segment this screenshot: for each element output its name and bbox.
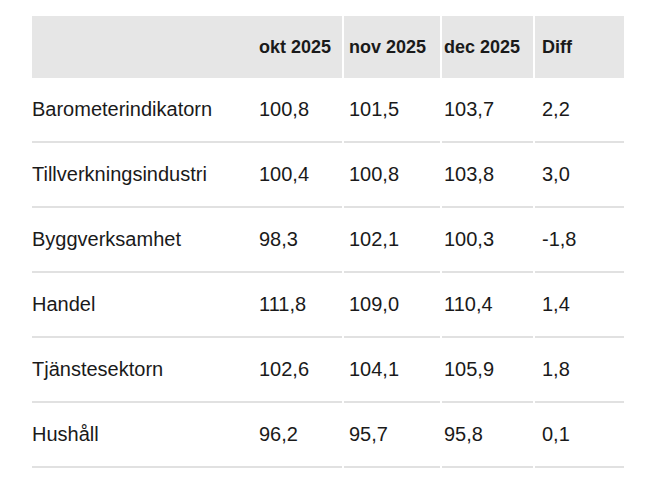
- cell-value: 1,8: [542, 358, 624, 381]
- cell-value: 111,8: [259, 293, 349, 316]
- table-row: Hushåll 96,2 95,7 95,8 0,1: [32, 403, 624, 468]
- cell-value: 2,2: [542, 98, 624, 121]
- cell-value: 110,4: [444, 293, 542, 316]
- cell-value: 103,8: [444, 163, 542, 186]
- column-header-okt-2025: okt 2025: [259, 37, 349, 58]
- cell-value: 100,4: [259, 163, 349, 186]
- cell-value: 100,3: [444, 228, 542, 251]
- table-header-row: okt 2025 nov 2025 dec 2025 Diff: [32, 16, 624, 78]
- row-label: Byggverksamhet: [32, 228, 259, 251]
- cell-value: 105,9: [444, 358, 542, 381]
- table-screenshot: okt 2025 nov 2025 dec 2025 Diff Baromete…: [0, 0, 656, 488]
- cell-value: 102,1: [349, 228, 444, 251]
- column-header-dec-2025: dec 2025: [444, 37, 542, 58]
- table-row: Handel 111,8 109,0 110,4 1,4: [32, 273, 624, 338]
- column-separator: [533, 16, 535, 468]
- row-label: Hushåll: [32, 423, 259, 446]
- table-row: Barometerindikatorn 100,8 101,5 103,7 2,…: [32, 78, 624, 143]
- cell-value: 100,8: [259, 98, 349, 121]
- cell-value: 102,6: [259, 358, 349, 381]
- cell-value: 95,7: [349, 423, 444, 446]
- cell-value: 3,0: [542, 163, 624, 186]
- column-separator: [342, 16, 344, 468]
- cell-value: -1,8: [542, 228, 624, 251]
- cell-value: 0,1: [542, 423, 624, 446]
- cell-value: 95,8: [444, 423, 542, 446]
- cell-value: 98,3: [259, 228, 349, 251]
- column-separator: [440, 16, 442, 468]
- cell-value: 104,1: [349, 358, 444, 381]
- row-label: Barometerindikatorn: [32, 98, 259, 121]
- cell-value: 109,0: [349, 293, 444, 316]
- table-row: Tjänstesektorn 102,6 104,1 105,9 1,8: [32, 338, 624, 403]
- cell-value: 103,7: [444, 98, 542, 121]
- cell-value: 101,5: [349, 98, 444, 121]
- row-label: Tillverkningsindustri: [32, 163, 259, 186]
- row-label: Tjänstesektorn: [32, 358, 259, 381]
- column-header-nov-2025: nov 2025: [349, 37, 444, 58]
- row-label: Handel: [32, 293, 259, 316]
- cell-value: 100,8: [349, 163, 444, 186]
- table-row: Byggverksamhet 98,3 102,1 100,3 -1,8: [32, 208, 624, 273]
- column-header-diff: Diff: [542, 37, 624, 58]
- table-row: Tillverkningsindustri 100,4 100,8 103,8 …: [32, 143, 624, 208]
- indicator-table: okt 2025 nov 2025 dec 2025 Diff Baromete…: [32, 16, 624, 468]
- cell-value: 1,4: [542, 293, 624, 316]
- cell-value: 96,2: [259, 423, 349, 446]
